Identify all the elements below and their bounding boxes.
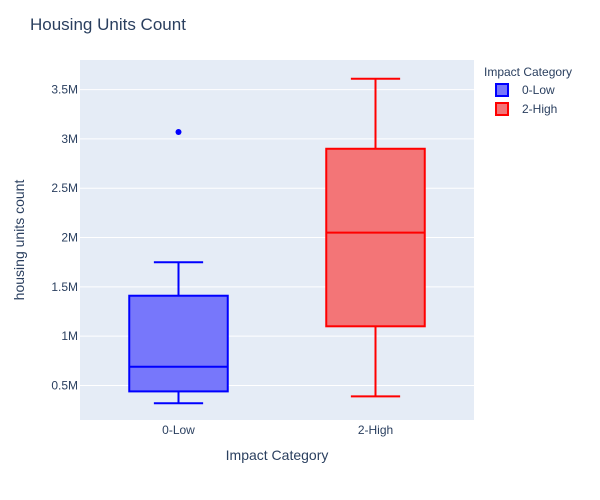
outlier-point [175, 129, 182, 135]
legend-item-2-high[interactable]: 2-High [495, 102, 557, 116]
x-tick-label: 2-High [358, 423, 393, 437]
y-axis-ticks: 0.5M 1M 1.5M 2M 2.5M 3M 3.5M [51, 83, 78, 393]
legend-title: Impact Category [484, 65, 572, 79]
chart-title: Housing Units Count [30, 15, 186, 34]
legend: Impact Category 0-Low 2-High [484, 65, 572, 116]
y-tick-label: 1.5M [51, 280, 78, 294]
legend-swatch [495, 102, 509, 116]
x-tick-label: 0-Low [162, 423, 195, 437]
box-iqr [128, 294, 229, 393]
box-iqr [325, 147, 426, 328]
legend-item-0-low[interactable]: 0-Low [495, 83, 555, 97]
y-tick-label: 3M [61, 132, 78, 146]
box-2-high [325, 77, 426, 398]
x-axis-ticks: 0-Low 2-High [162, 423, 393, 437]
legend-swatch [495, 83, 509, 97]
y-axis-title: housing units count [11, 180, 27, 301]
legend-label: 2-High [522, 102, 557, 116]
legend-label: 0-Low [522, 83, 555, 97]
x-axis-title: Impact Category [226, 447, 329, 463]
y-tick-label: 1M [61, 329, 78, 343]
box-series [128, 77, 426, 405]
y-tick-label: 3.5M [51, 83, 78, 97]
y-tick-label: 2M [61, 231, 78, 245]
y-tick-label: 2.5M [51, 181, 78, 195]
y-tick-label: 0.5M [51, 378, 78, 392]
box-0-low [128, 129, 229, 405]
